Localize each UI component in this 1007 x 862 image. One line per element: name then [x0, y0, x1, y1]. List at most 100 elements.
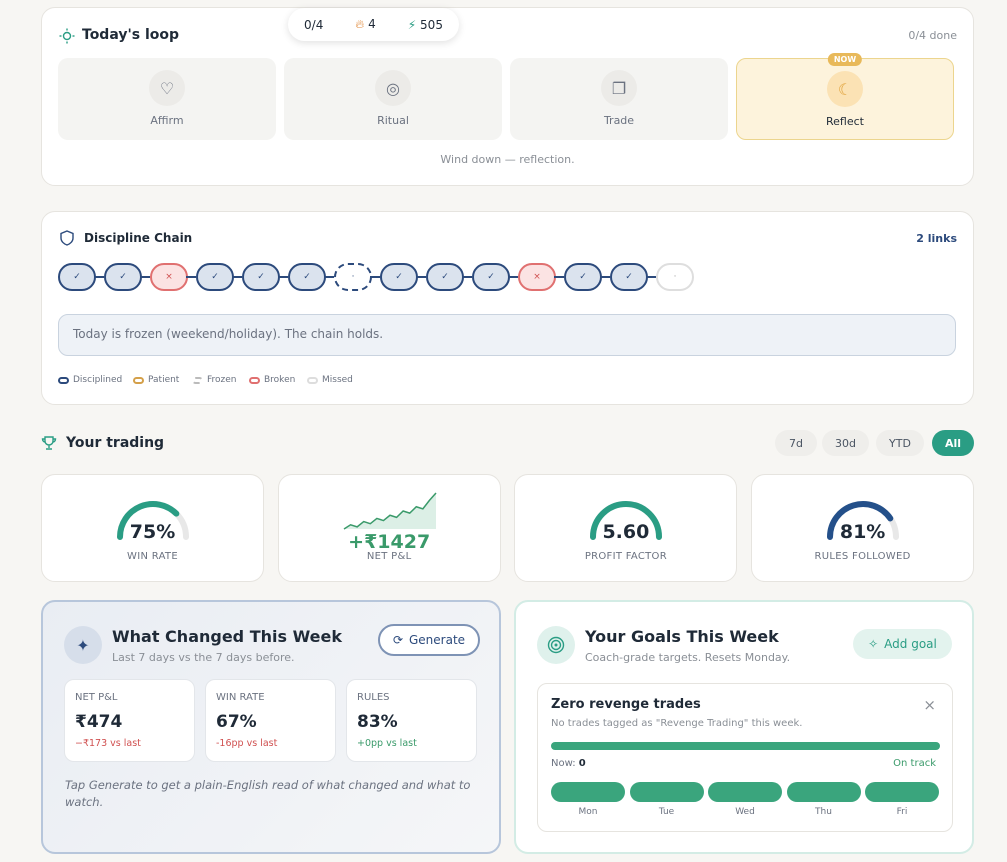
chain-connector [186, 276, 196, 278]
stat-value: +₹1427 [348, 531, 431, 553]
chain-link: ✓ [104, 263, 142, 291]
stat-value: 75% [129, 521, 176, 543]
goal-status: On track [893, 758, 936, 769]
goal-description: No trades tagged as "Revenge Trading" th… [551, 718, 803, 729]
goals-title: Your Goals This Week [585, 627, 779, 646]
chain-connector [278, 276, 288, 278]
day-pill [551, 782, 625, 802]
header-pill: 0/4 🔥︎ 4 ⚡︎ 505 [288, 8, 459, 41]
metric-label: WIN RATE [216, 692, 265, 703]
legend-label: Disciplined [73, 375, 123, 385]
stat-label: PROFIT FACTOR [584, 551, 667, 562]
stat-value: 5.60 [602, 521, 650, 543]
chain-connector [554, 276, 564, 278]
week-subtitle: Last 7 days vs the 7 days before. [112, 651, 295, 664]
legend-item: Missed [307, 375, 353, 385]
chain-connector [324, 276, 334, 278]
now-value: 0 [578, 758, 586, 769]
range-tab[interactable]: 30d [822, 430, 869, 456]
points: ⚡︎ 505 [407, 17, 443, 32]
shield-icon [60, 230, 74, 246]
close-button[interactable]: × [923, 696, 936, 714]
legend-label: Broken [264, 375, 296, 385]
points-value: 505 [420, 17, 443, 32]
step-label: Affirm [150, 114, 184, 127]
goal-title: Zero revenge trades [551, 697, 701, 712]
loop-step: ☾ Reflect NOW [736, 53, 954, 140]
metric-delta: +0pp vs last [357, 738, 417, 749]
target-icon [537, 626, 575, 664]
chain-connector [416, 276, 426, 278]
chain-connector [94, 276, 104, 278]
range-tab[interactable]: All [932, 430, 974, 456]
loop-title: Today's loop [82, 27, 180, 43]
step-label: Reflect [826, 115, 864, 128]
loop-step: ◎ Ritual [284, 58, 502, 140]
chain-link: ✓ [242, 263, 280, 291]
stat-card: 75% WIN RATE [41, 474, 264, 582]
stat-graphic [343, 492, 437, 530]
sun-icon [59, 28, 75, 44]
chain-link: ✓ [288, 263, 326, 291]
loop-step: ♡ Affirm [58, 58, 276, 140]
legend-swatch [307, 376, 318, 384]
generate-button[interactable]: ⟳ Generate [378, 624, 480, 656]
legend-label: Missed [322, 375, 353, 385]
chain-link: ✓ [58, 263, 96, 291]
legend-swatch [192, 376, 203, 384]
stat-card: +₹1427 NET P&L [277, 474, 501, 582]
streak-value: 4 [368, 17, 376, 31]
day-label: Mon [578, 807, 598, 817]
chain-link: ✓ [426, 263, 464, 291]
day-pill [786, 782, 861, 802]
stat-graphic [117, 501, 189, 540]
chain-connector [600, 276, 610, 278]
sparkle-icon: ✦ [64, 626, 102, 664]
gauge-arc [117, 501, 180, 540]
chain-link: ✓ [196, 263, 234, 291]
week-card: ✦ What Changed This Week Last 7 days vs … [41, 600, 501, 854]
loop-step: ❐ Trade [510, 58, 728, 140]
week-title: What Changed This Week [112, 627, 343, 646]
metric-label: NET P&L [75, 692, 118, 703]
week-note: Tap Generate to get a plain-English read… [65, 778, 471, 809]
goals-subtitle: Coach-grade targets. Resets Monday. [585, 651, 791, 664]
day-label: Wed [735, 807, 755, 817]
chain-connector [370, 276, 380, 278]
chain-message: Today is frozen (weekend/holiday). The c… [58, 314, 956, 356]
chain-connector [140, 276, 150, 278]
step-icon: ❐ [601, 70, 637, 106]
add-goal-button[interactable]: ✧ Add goal [853, 629, 952, 659]
metric-label: RULES [357, 692, 390, 703]
legend-swatch [249, 376, 260, 384]
chain-link: · [334, 263, 372, 291]
range-tab[interactable]: 7d [775, 430, 817, 456]
day-label: Fri [896, 807, 908, 817]
legend-swatch [58, 376, 69, 384]
step-icon: ☾ [827, 71, 863, 107]
metric-card: RULES 83% +0pp vs last [346, 679, 477, 762]
metric-delta: -16pp vs last [216, 738, 278, 749]
streak: 🔥︎ 4 [355, 17, 376, 31]
chain-connector [508, 276, 518, 278]
chain-link: ✓ [380, 263, 418, 291]
goal-card: Zero revenge trades No trades tagged as … [537, 683, 953, 832]
step-icon: ◎ [375, 70, 411, 106]
day-pill [708, 782, 782, 802]
legend-item: Patient [133, 375, 179, 385]
metric-card: NET P&L ₹474 −₹173 vs last [64, 679, 195, 762]
metric-card: WIN RATE 67% -16pp vs last [205, 679, 336, 762]
chain-link: ✓ [472, 263, 510, 291]
legend-item: Disciplined [58, 375, 122, 385]
chain-card: Discipline Chain 2 links Today is frozen… [41, 211, 974, 405]
loop-status: 0/4 done [908, 29, 957, 42]
stat-graphic [827, 501, 900, 540]
progress: 0/4 [304, 17, 324, 32]
range-tab[interactable]: YTD [876, 430, 924, 456]
legend-label: Frozen [207, 375, 237, 385]
chain-link: ✓ [610, 263, 648, 291]
legend-swatch [133, 376, 144, 384]
now-badge: NOW [827, 53, 863, 66]
chain-link: × [150, 263, 188, 291]
stat-label: RULES FOLLOWED [814, 551, 911, 562]
